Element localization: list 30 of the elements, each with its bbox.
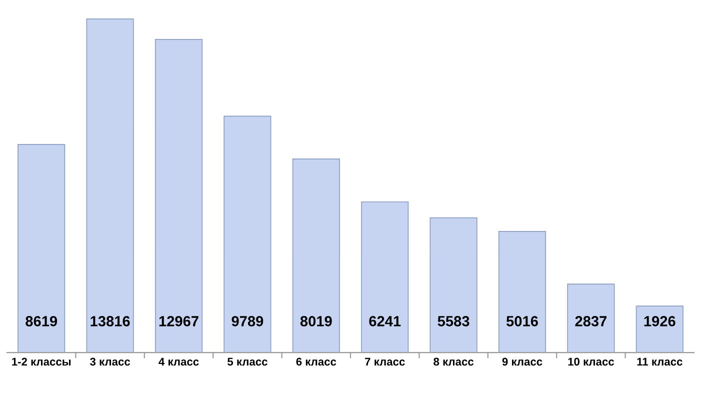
x-tick-label: 5 класс <box>228 358 268 366</box>
bar <box>292 158 340 353</box>
x-tick-label: 7 класс <box>365 358 405 366</box>
data-label: 13816 <box>90 316 130 326</box>
bar <box>154 39 203 353</box>
data-label: 9789 <box>232 316 264 326</box>
data-label: 12967 <box>159 316 198 326</box>
data-label: 5583 <box>438 316 470 326</box>
data-label: 6241 <box>369 316 401 326</box>
data-label: 2837 <box>575 316 607 326</box>
x-tick-label: 1-2 классы <box>12 358 71 366</box>
x-tick-label: 10 класс <box>568 358 614 366</box>
bar <box>224 116 272 353</box>
data-label: 8619 <box>26 316 58 326</box>
x-tick-label: 4 класс <box>158 358 199 366</box>
x-tick-label: 11 класс <box>637 358 682 366</box>
data-label: 8019 <box>300 316 332 326</box>
bar <box>86 18 134 353</box>
data-label: 5016 <box>506 316 538 326</box>
bar <box>361 201 409 353</box>
data-label: 1926 <box>644 316 676 326</box>
x-tick-label: 6 класс <box>296 358 336 366</box>
bar <box>636 306 684 353</box>
x-tick-label: 9 класс <box>502 358 542 366</box>
bar <box>18 144 66 353</box>
x-tick-label: 8 класс <box>434 358 474 366</box>
x-tick-label: 3 класс <box>90 358 130 366</box>
bar <box>567 284 615 353</box>
bar <box>430 217 478 353</box>
bar <box>498 231 546 353</box>
